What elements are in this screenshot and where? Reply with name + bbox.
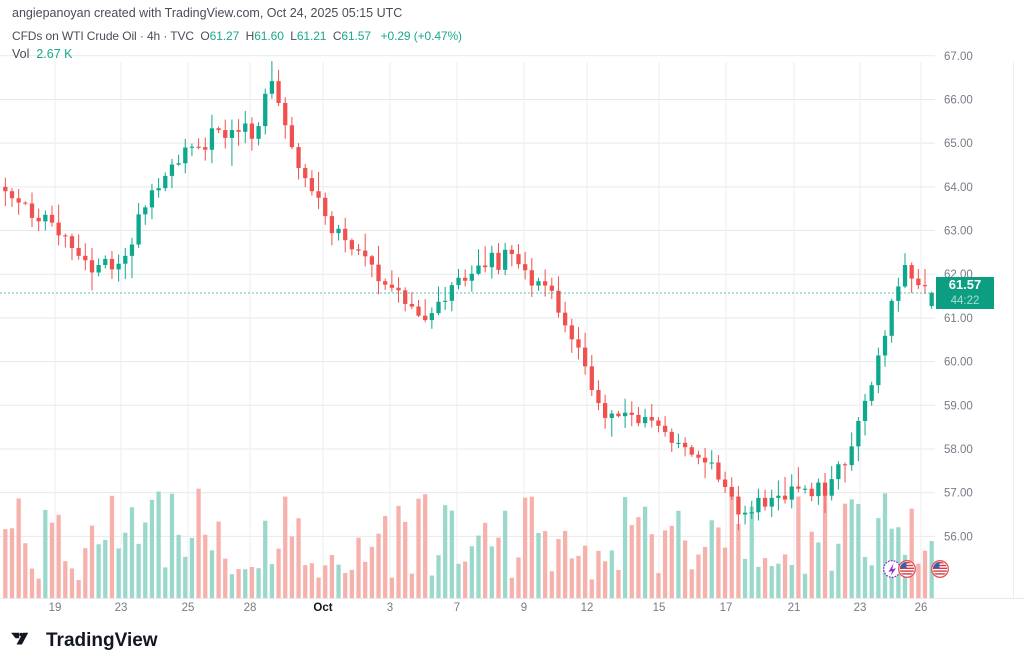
svg-text:9: 9 <box>521 602 527 614</box>
svg-text:57.00: 57.00 <box>944 488 973 500</box>
svg-text:23: 23 <box>115 602 128 614</box>
svg-text:64.00: 64.00 <box>944 182 973 194</box>
svg-text:3: 3 <box>387 602 393 614</box>
svg-text:7: 7 <box>454 602 460 614</box>
svg-text:23: 23 <box>854 602 867 614</box>
svg-text:19: 19 <box>49 602 62 614</box>
svg-text:61.00: 61.00 <box>944 313 973 325</box>
svg-text:26: 26 <box>915 602 928 614</box>
svg-text:17: 17 <box>720 602 733 614</box>
svg-text:56.00: 56.00 <box>944 531 973 543</box>
svg-text:21: 21 <box>788 602 801 614</box>
svg-text:28: 28 <box>244 602 257 614</box>
svg-text:60.00: 60.00 <box>944 357 973 369</box>
svg-text:61.57: 61.57 <box>949 277 982 292</box>
svg-text:Oct: Oct <box>313 602 332 614</box>
svg-text:44:22: 44:22 <box>951 295 980 307</box>
svg-text:65.00: 65.00 <box>944 138 973 150</box>
svg-text:25: 25 <box>182 602 195 614</box>
svg-text:12: 12 <box>581 602 594 614</box>
svg-text:58.00: 58.00 <box>944 444 973 456</box>
svg-text:67.00: 67.00 <box>944 51 973 63</box>
svg-text:66.00: 66.00 <box>944 94 973 106</box>
svg-text:59.00: 59.00 <box>944 400 973 412</box>
svg-text:63.00: 63.00 <box>944 226 973 238</box>
svg-text:15: 15 <box>653 602 666 614</box>
